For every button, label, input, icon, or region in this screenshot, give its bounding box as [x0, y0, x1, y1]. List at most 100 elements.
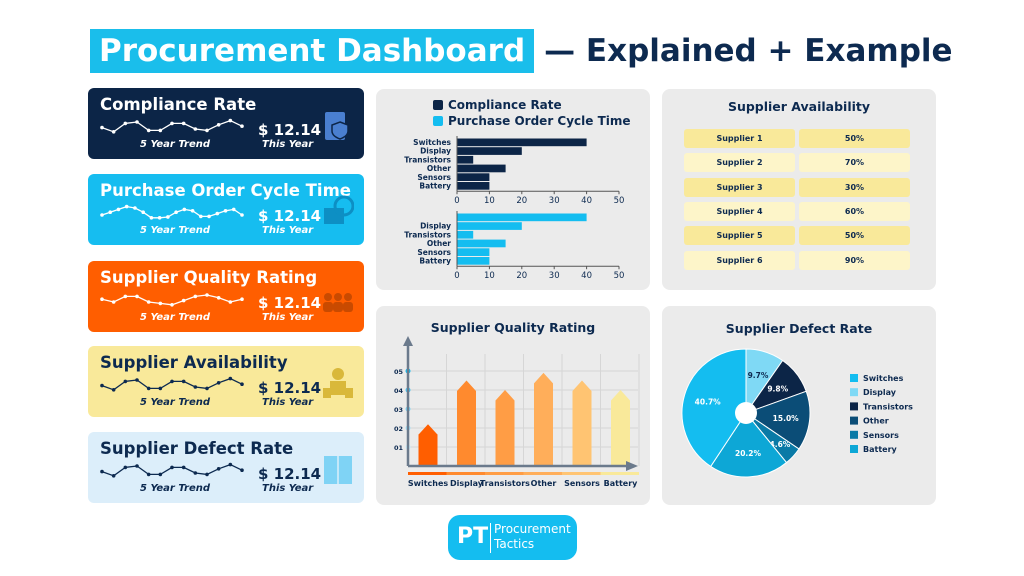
sparkline-point	[215, 211, 220, 216]
sparkline-point	[146, 300, 151, 304]
kpi-card-compliance-rate[interactable]: Compliance Rate 5 Year Trend $ 12.14 Thi…	[88, 88, 364, 159]
slice-label: 15.0%	[773, 414, 800, 423]
sparkline-point	[116, 207, 121, 212]
kpi-card-supplier-defect-rate[interactable]: Supplier Defect Rate 5 Year Trend $ 12.1…	[88, 432, 364, 503]
category-label: Battery	[419, 182, 451, 191]
bar	[457, 239, 506, 248]
category-label: Transistors	[404, 155, 451, 164]
sparkline-point	[123, 379, 128, 384]
card-title: Compliance Rate	[100, 95, 257, 114]
trend-sparkline	[100, 376, 244, 392]
sparkline-point	[133, 206, 137, 210]
quality-bar	[572, 380, 592, 466]
legend-swatch	[850, 374, 858, 382]
sparkline-point	[123, 465, 128, 470]
sparkline-point	[100, 383, 104, 388]
sparkline-point	[181, 379, 186, 384]
category-label: Sensors	[417, 173, 451, 182]
sparkline-point	[240, 297, 244, 301]
slice-label: 20.2%	[735, 449, 762, 458]
kpi-card-supplier-quality-rating[interactable]: Supplier Quality Rating 5 Year Trend $ 1…	[88, 261, 364, 332]
sparkline-point	[158, 301, 163, 306]
trend-label: 5 Year Trend	[140, 397, 211, 408]
trend-sparkline	[100, 204, 244, 220]
bar	[457, 164, 506, 173]
pie-slice	[710, 412, 788, 478]
bar	[457, 182, 490, 190]
legend-swatch	[850, 445, 858, 453]
sparkline-point	[111, 388, 116, 392]
quality-bar	[418, 424, 438, 466]
quality-chart-title: Supplier Quality Rating	[430, 320, 596, 335]
sparkline-point	[146, 472, 151, 477]
y-tick-label: 02	[394, 425, 403, 433]
card-value: $ 12.14	[258, 465, 322, 483]
slice-label: 9.8%	[767, 385, 788, 394]
procurement-tactics-logo[interactable]: PT Procurement Tactics	[448, 515, 577, 560]
sparkline-point	[181, 298, 186, 303]
bar	[457, 147, 522, 155]
horizontal-bar-chart: Compliance Rate Purchase Order Cycle Time…	[404, 98, 630, 281]
sparkline-point	[149, 216, 154, 220]
sparkline-point	[205, 128, 209, 133]
legend-swatch	[850, 402, 858, 411]
sparkline-point	[182, 207, 187, 212]
category-band	[485, 472, 524, 475]
legend-label: Battery	[863, 445, 898, 454]
logo-mark: PT	[457, 524, 489, 549]
supplier-name: Supplier 3	[684, 177, 795, 197]
y-tick-label: 01	[394, 444, 404, 452]
sparkline-point	[135, 378, 139, 382]
supplier-name: Supplier 6	[684, 250, 795, 270]
legend-label: Switches	[863, 374, 904, 383]
category-label: Battery	[419, 257, 451, 266]
availability-row: Supplier 4 60%	[684, 201, 912, 221]
sparkline-point	[228, 118, 233, 123]
legend-label: Transistors	[863, 402, 913, 411]
x-tick-label: 10	[484, 196, 495, 206]
sparkline-point	[205, 386, 209, 391]
availability-row: Supplier 2 70%	[684, 153, 912, 173]
bar	[457, 173, 490, 181]
quality-bar	[495, 390, 515, 466]
sparkline-point	[240, 468, 244, 472]
title-rest: — Explained + Example	[544, 33, 953, 69]
sparkline-point	[100, 213, 104, 217]
legend-label: Compliance Rate	[448, 98, 562, 112]
sparkline-point	[240, 382, 244, 386]
quality-bar	[457, 380, 476, 466]
kpi-card-purchase-order-cycle-time[interactable]: Purchase Order Cycle Time 5 Year Trend $…	[88, 174, 364, 245]
sparkline-point	[181, 465, 186, 470]
kpi-card-supplier-availability[interactable]: Supplier Availability 5 Year Trend $ 12.…	[88, 346, 364, 417]
sparkline-point	[174, 210, 178, 214]
sparkline-point	[216, 123, 221, 127]
page-title: Procurement Dashboard — Explained + Exam…	[90, 28, 953, 74]
category-label: Sensors	[417, 248, 451, 257]
sparkline-point	[170, 379, 174, 384]
bar	[457, 222, 522, 230]
pie-slice	[681, 348, 747, 468]
quality-bar	[534, 372, 553, 466]
slice-label: 40.7%	[695, 397, 722, 406]
value-label: This Year	[262, 483, 314, 494]
supplier-availability-value: 50%	[799, 129, 910, 148]
x-tick-label: 40	[581, 196, 592, 206]
sparkline-point	[111, 130, 116, 134]
sparkline-point	[123, 294, 128, 299]
sparkline-point	[223, 209, 228, 213]
sparkline-point	[135, 294, 139, 299]
quality-panel: Supplier Quality Rating 01 02 03 04 05 Switch…	[376, 306, 650, 505]
supplier-availability-value: 60%	[799, 201, 910, 221]
card-value: $ 12.14	[258, 294, 322, 312]
category-band	[600, 472, 639, 475]
x-tick-label: 0	[454, 271, 459, 281]
package-chart-icon	[324, 456, 352, 484]
bar	[457, 138, 587, 147]
logo-line1: Procurement	[494, 522, 571, 536]
legend-swatch	[850, 430, 858, 439]
defect-chart-title: Supplier Defect Rate	[725, 321, 873, 336]
sparkline-point	[158, 386, 163, 391]
card-value: $ 12.14	[258, 207, 322, 225]
card-value: $ 12.14	[258, 379, 322, 397]
